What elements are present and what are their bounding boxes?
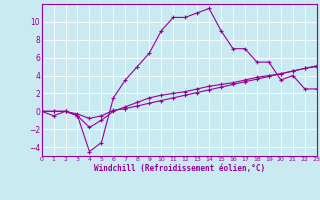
X-axis label: Windchill (Refroidissement éolien,°C): Windchill (Refroidissement éolien,°C) xyxy=(94,164,265,173)
